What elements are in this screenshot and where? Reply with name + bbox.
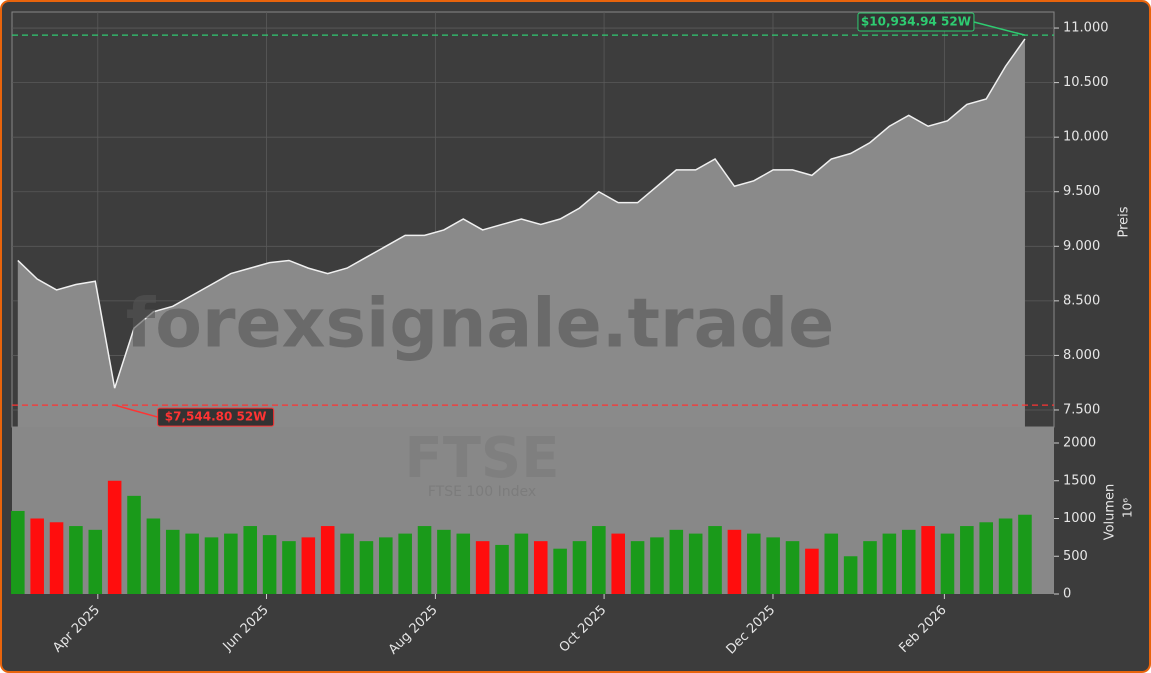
y-axis-label: Preis <box>1117 206 1132 237</box>
volume-bar <box>417 526 432 594</box>
volume-bar <box>49 522 64 594</box>
volume-bar <box>766 537 780 594</box>
volume-bar <box>553 548 567 594</box>
volume-bar <box>785 541 800 594</box>
y-tick-label: 8.500 <box>1063 293 1100 308</box>
volume-bar <box>940 533 955 594</box>
y-tick-label: 10.500 <box>1063 75 1109 90</box>
volume-bar <box>301 537 316 594</box>
volume-bar <box>630 541 645 594</box>
annotation-arrow <box>973 21 1026 36</box>
volume-bar <box>437 529 451 594</box>
volume-bar <box>611 533 625 594</box>
volume-bar <box>359 541 374 594</box>
volume-bar <box>824 533 839 594</box>
volume-bar <box>30 518 44 594</box>
volume-y-tick-label: 500 <box>1063 549 1088 564</box>
volume-bar <box>882 533 897 594</box>
volume-bar <box>127 495 141 594</box>
symbol-watermark: FTSE <box>404 426 559 491</box>
volume-bar <box>185 533 199 594</box>
volume-y-tick-label: 0 <box>1063 587 1071 602</box>
volume-bar <box>592 526 606 594</box>
annotation-arrow <box>114 404 158 418</box>
volume-bar <box>398 533 412 594</box>
volume-bar <box>379 537 393 594</box>
price-line <box>17 38 1026 389</box>
y-tick-label: 8.000 <box>1063 348 1100 363</box>
volume-bar <box>843 556 858 594</box>
annotation-label: $10,934.94 52W <box>861 15 971 29</box>
y-tick-label: 9.000 <box>1063 239 1100 254</box>
volume-bar <box>11 510 25 594</box>
volume-bar <box>901 529 916 594</box>
volume-bar <box>340 533 354 594</box>
volume-bar <box>747 533 761 594</box>
volume-bar <box>1018 514 1032 594</box>
volume-bar <box>456 533 471 594</box>
y-tick-label: 7.500 <box>1063 402 1100 417</box>
volume-bar <box>650 537 664 594</box>
volume-bar <box>495 544 509 594</box>
volume-bar <box>146 518 161 594</box>
volume-bar <box>533 541 548 594</box>
volume-bar <box>88 529 103 594</box>
volume-bar <box>998 518 1013 594</box>
volume-bar <box>805 548 819 594</box>
volume-bar <box>320 526 335 594</box>
volume-y-tick-label: 2000 <box>1063 436 1096 451</box>
volume-bar <box>282 541 296 594</box>
y-tick-label: 10.000 <box>1063 130 1109 145</box>
volume-bar <box>204 537 219 594</box>
volume-bar <box>69 526 83 594</box>
volume-bar <box>863 541 877 594</box>
volume-bar <box>514 533 529 594</box>
annotation-label: $7,544.80 52W <box>165 410 267 424</box>
volume-bar <box>224 533 238 594</box>
volume-bar <box>243 526 258 594</box>
volume-bar <box>107 480 122 594</box>
area-fill <box>17 38 1025 427</box>
volume-bar <box>669 529 684 594</box>
y-tick-label: 11.000 <box>1063 21 1109 36</box>
volume-bar <box>165 529 180 594</box>
volume-y-tick-label: 1000 <box>1063 511 1096 526</box>
volume-bar <box>921 526 935 594</box>
volume-bar <box>262 535 277 594</box>
volume-axis-label: Volumen <box>1103 484 1118 541</box>
y-tick-label: 9.500 <box>1063 184 1100 199</box>
subtitle-watermark: FTSE 100 Index <box>428 484 536 500</box>
watermark: forexsignale.trade <box>126 285 835 364</box>
volume-bar <box>727 529 742 594</box>
volume-bar <box>688 533 703 594</box>
volume-bar <box>708 526 722 594</box>
volume-unit: 10⁶ <box>1121 498 1135 518</box>
volume-bar <box>960 526 974 594</box>
volume-bar <box>572 541 587 594</box>
volume-y-tick-label: 1500 <box>1063 473 1096 488</box>
volume-bar <box>475 541 490 594</box>
marks <box>11 38 1032 594</box>
volume-bar <box>979 522 993 594</box>
